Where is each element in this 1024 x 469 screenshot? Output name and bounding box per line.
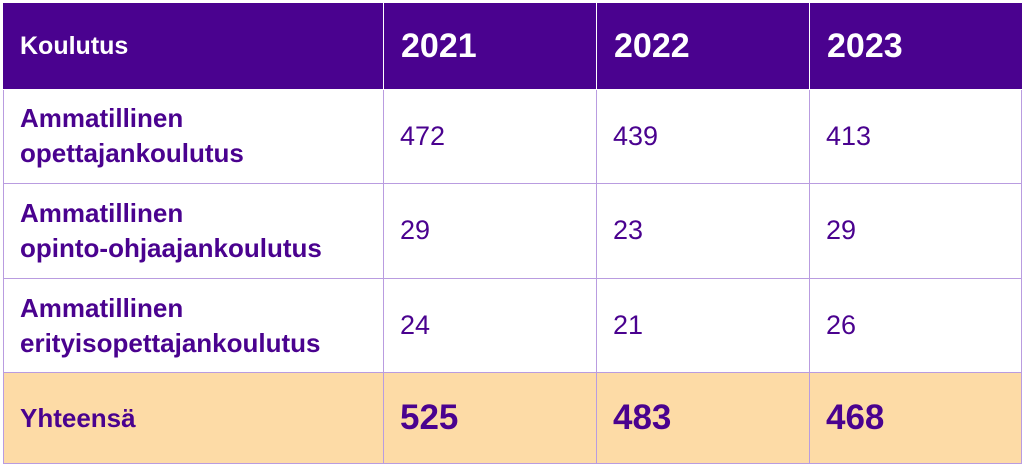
education-table: Koulutus 2021 2022 2023 Ammatillinen ope…	[3, 3, 1022, 464]
row-label-line: opettajankoulutus	[20, 138, 244, 169]
cell-2023: 413	[809, 88, 1022, 185]
row-label-line: opinto-ohjaajankoulutus	[20, 232, 322, 263]
total-2022: 483	[596, 372, 810, 464]
total-2023: 468	[809, 372, 1022, 464]
row-label-line: Ammatillinen	[20, 292, 184, 323]
column-header-2022: 2022	[596, 3, 810, 90]
row-label-line: Ammatillinen	[20, 103, 184, 134]
row-label-line: erityisopettajankoulutus	[20, 327, 321, 358]
cell-2022: 23	[596, 183, 810, 279]
column-header-2023: 2023	[809, 3, 1022, 90]
cell-2022: 21	[596, 277, 810, 374]
cell-2022: 439	[596, 88, 810, 185]
table-header-row: Koulutus 2021 2022 2023	[3, 3, 1022, 90]
total-2021: 525	[383, 372, 597, 464]
row-label: Ammatillinen opettajankoulutus	[3, 88, 384, 185]
total-label: Yhteensä	[3, 372, 384, 464]
table-row: Ammatillinen opinto-ohjaajankoulutus 29 …	[3, 183, 1022, 279]
row-label-line: Ammatillinen	[20, 197, 184, 228]
row-label: Ammatillinen erityisopettajankoulutus	[3, 277, 384, 374]
table-row: Ammatillinen opettajankoulutus 472 439 4…	[3, 88, 1022, 185]
cell-2023: 26	[809, 277, 1022, 374]
table-row: Ammatillinen erityisopettajankoulutus 24…	[3, 277, 1022, 374]
column-header-2021: 2021	[383, 3, 597, 90]
cell-2021: 29	[383, 183, 597, 279]
cell-2021: 24	[383, 277, 597, 374]
column-header-koulutus: Koulutus	[3, 3, 384, 90]
row-label: Ammatillinen opinto-ohjaajankoulutus	[3, 183, 384, 279]
cell-2023: 29	[809, 183, 1022, 279]
total-row: Yhteensä 525 483 468	[3, 372, 1022, 464]
cell-2021: 472	[383, 88, 597, 185]
